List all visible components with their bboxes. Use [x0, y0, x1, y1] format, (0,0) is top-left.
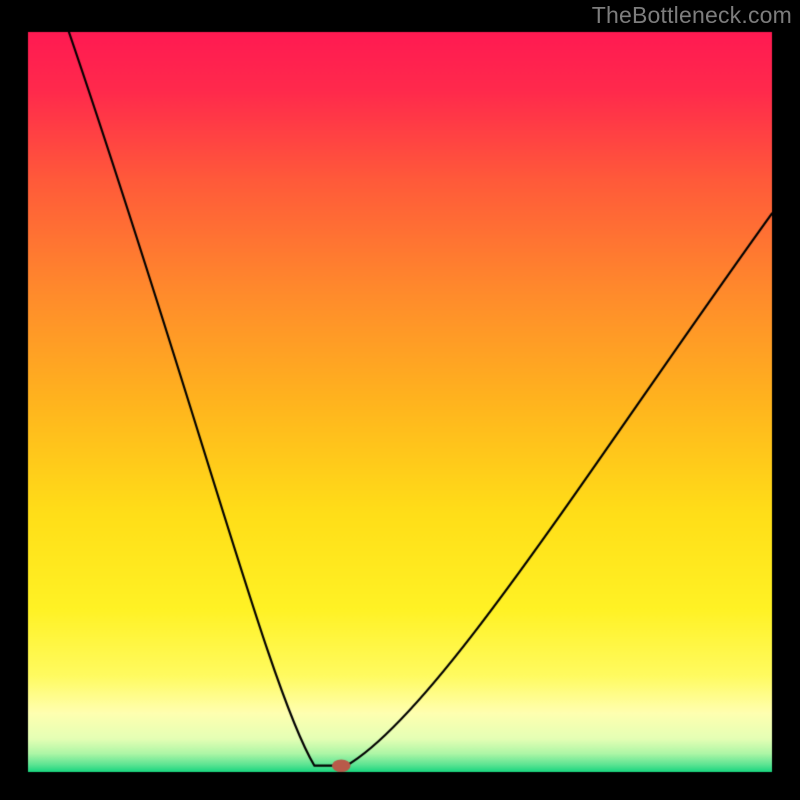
- watermark-text: TheBottleneck.com: [592, 2, 792, 29]
- chart-stage: TheBottleneck.com: [0, 0, 800, 800]
- bottleneck-chart-canvas: [0, 0, 800, 800]
